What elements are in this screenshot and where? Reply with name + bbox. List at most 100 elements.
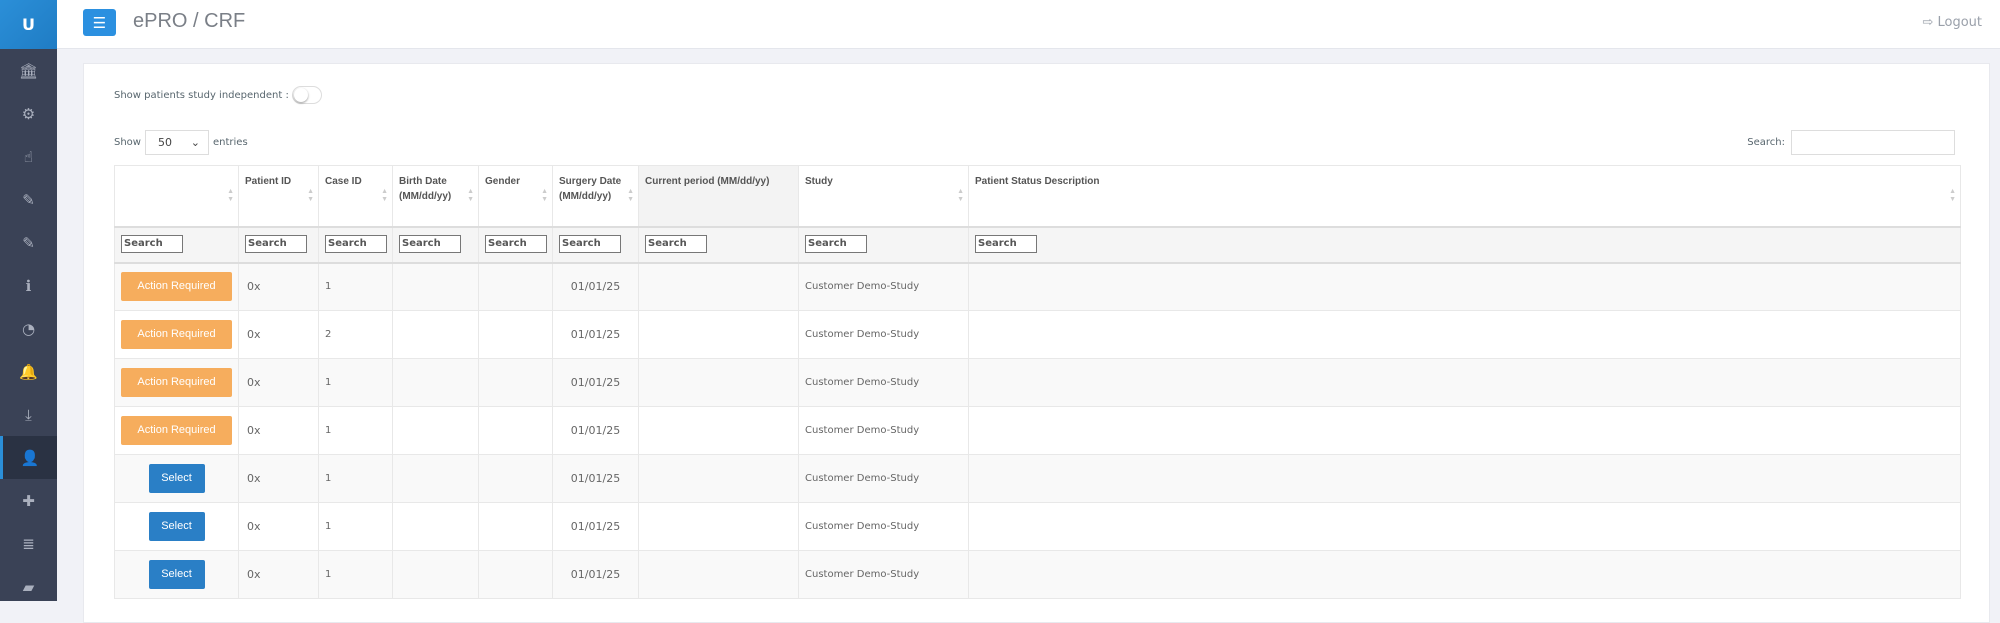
patient-id: 0x xyxy=(238,358,319,407)
sidebar: U 🏛 ⚙ ☝ ✎ ✎ ℹ ◔ 🔔 ⤓ 👤 ✚ ≣ ▰ xyxy=(0,0,57,601)
column-label: Patient ID xyxy=(245,176,292,187)
case-id: 1 xyxy=(318,454,393,503)
gender xyxy=(478,262,553,311)
hamburger-icon: ☰ xyxy=(92,13,107,32)
gender xyxy=(478,358,553,407)
action-cell: Select xyxy=(114,454,239,503)
column-label: Surgery Date (MM/dd/yy) xyxy=(559,176,622,202)
sidebar-item-8[interactable]: ⤓ xyxy=(0,393,57,436)
study-independent-toggle[interactable] xyxy=(291,86,322,104)
column-search-input[interactable] xyxy=(485,234,547,253)
sort-icon: ▲ ▼ xyxy=(541,188,548,203)
surgery-date: 01/01/25 xyxy=(552,550,639,599)
download-icon: ⤓ xyxy=(25,405,32,424)
sidebar-item-1[interactable]: ⚙ xyxy=(0,92,57,135)
study-independent-toggle-row: Show patients study independent : xyxy=(114,86,322,104)
menu-toggle-button[interactable]: ☰ xyxy=(83,9,116,36)
birth-date xyxy=(392,358,479,407)
study: Customer Demo-Study xyxy=(798,358,969,407)
column-search-input[interactable] xyxy=(245,234,307,253)
sidebar-item-11[interactable]: ≣ xyxy=(0,522,57,565)
column-header-0[interactable]: ▲ ▼ xyxy=(114,165,239,227)
case-id: 2 xyxy=(318,310,393,359)
column-search-input[interactable] xyxy=(121,234,183,253)
sort-icon: ▲ ▼ xyxy=(627,188,634,203)
table-row: Select 0x 1 01/01/25 Customer Demo-Study xyxy=(114,502,1961,551)
column-header-7[interactable]: Study ▲ ▼ xyxy=(798,165,969,227)
sidebar-item-9[interactable]: 👤 xyxy=(0,436,57,479)
surgery-date: 01/01/25 xyxy=(552,502,639,551)
select-button[interactable]: Select xyxy=(148,560,205,589)
column-search-input[interactable] xyxy=(559,234,621,253)
column-header-8[interactable]: Patient Status Description ▲ ▼ xyxy=(968,165,1961,227)
study: Customer Demo-Study xyxy=(798,310,969,359)
select-button[interactable]: Select xyxy=(148,512,205,541)
patient-id: 0x xyxy=(238,406,319,455)
sidebar-item-12[interactable]: ▰ xyxy=(0,565,57,608)
column-header-4[interactable]: Gender ▲ ▼ xyxy=(478,165,553,227)
column-search-input[interactable] xyxy=(645,234,707,253)
gear-icon: ⚙ xyxy=(21,104,36,123)
case-id: 1 xyxy=(318,502,393,551)
column-header-5[interactable]: Surgery Date (MM/dd/yy) ▲ ▼ xyxy=(552,165,639,227)
filter-cell xyxy=(968,225,1961,264)
entries-length-control: Show 50 ⌄ entries xyxy=(114,130,248,155)
column-header-1[interactable]: Patient ID ▲ ▼ xyxy=(238,165,319,227)
sidebar-item-4[interactable]: ✎ xyxy=(0,221,57,264)
column-label: Gender xyxy=(485,176,521,187)
column-header-6[interactable]: Current period (MM/dd/yy) xyxy=(638,165,799,227)
sidebar-item-2[interactable]: ☝ xyxy=(0,135,57,178)
column-search-input[interactable] xyxy=(399,234,461,253)
current-period xyxy=(638,550,799,599)
surgery-date: 01/01/25 xyxy=(552,262,639,311)
column-search-input[interactable] xyxy=(325,234,387,253)
current-period xyxy=(638,454,799,503)
action-cell: Select xyxy=(114,502,239,551)
entries-select[interactable]: 50 ⌄ xyxy=(144,130,209,155)
birth-date xyxy=(392,406,479,455)
sort-icon: ▲ ▼ xyxy=(1949,188,1956,203)
action-required-button[interactable]: Action Required xyxy=(121,272,232,302)
filter-cell xyxy=(552,225,639,264)
action-cell: Action Required xyxy=(114,358,239,407)
user-logo[interactable]: U xyxy=(0,0,57,49)
patient-status xyxy=(968,502,1961,551)
patient-id: 0x xyxy=(238,310,319,359)
patient-id: 0x xyxy=(238,454,319,503)
select-button[interactable]: Select xyxy=(148,464,205,493)
sidebar-item-3[interactable]: ✎ xyxy=(0,178,57,221)
action-required-button[interactable]: Action Required xyxy=(121,416,232,445)
column-label: Case ID xyxy=(325,176,362,187)
column-header-2[interactable]: Case ID ▲ ▼ xyxy=(318,165,393,227)
filter-cell xyxy=(638,225,799,264)
show-label: Show xyxy=(114,137,141,148)
filter-cell xyxy=(318,225,393,264)
patient-status xyxy=(968,406,1961,455)
search-input[interactable] xyxy=(1791,130,1955,155)
action-cell: Action Required xyxy=(114,310,239,359)
sort-icon: ▲ ▼ xyxy=(307,188,314,203)
sidebar-item-5[interactable]: ℹ xyxy=(0,264,57,307)
case-id: 1 xyxy=(318,406,393,455)
logout-link[interactable]: ⇨ Logout xyxy=(1922,15,1982,30)
filter-cell xyxy=(478,225,553,264)
column-label: Current period (MM/dd/yy) xyxy=(645,176,770,187)
birth-date xyxy=(392,454,479,503)
entries-value: 50 xyxy=(157,136,172,149)
column-search-input[interactable] xyxy=(975,234,1037,253)
page-title: ePRO / CRF xyxy=(133,10,246,32)
sidebar-item-10[interactable]: ✚ xyxy=(0,479,57,522)
action-required-button[interactable]: Action Required xyxy=(121,320,232,349)
sidebar-item-0[interactable]: 🏛 xyxy=(0,49,57,92)
filter-cell xyxy=(114,225,239,264)
chevron-down-icon: ⌄ xyxy=(190,136,200,149)
sidebar-item-6[interactable]: ◔ xyxy=(0,307,57,350)
action-required-button[interactable]: Action Required xyxy=(121,368,232,397)
case-id: 1 xyxy=(318,358,393,407)
birth-date xyxy=(392,502,479,551)
sidebar-item-7[interactable]: 🔔 xyxy=(0,350,57,393)
column-search-input[interactable] xyxy=(805,234,867,253)
study: Customer Demo-Study xyxy=(798,550,969,599)
column-header-3[interactable]: Birth Date (MM/dd/yy) ▲ ▼ xyxy=(392,165,479,227)
global-search: Search: xyxy=(1747,130,1955,155)
